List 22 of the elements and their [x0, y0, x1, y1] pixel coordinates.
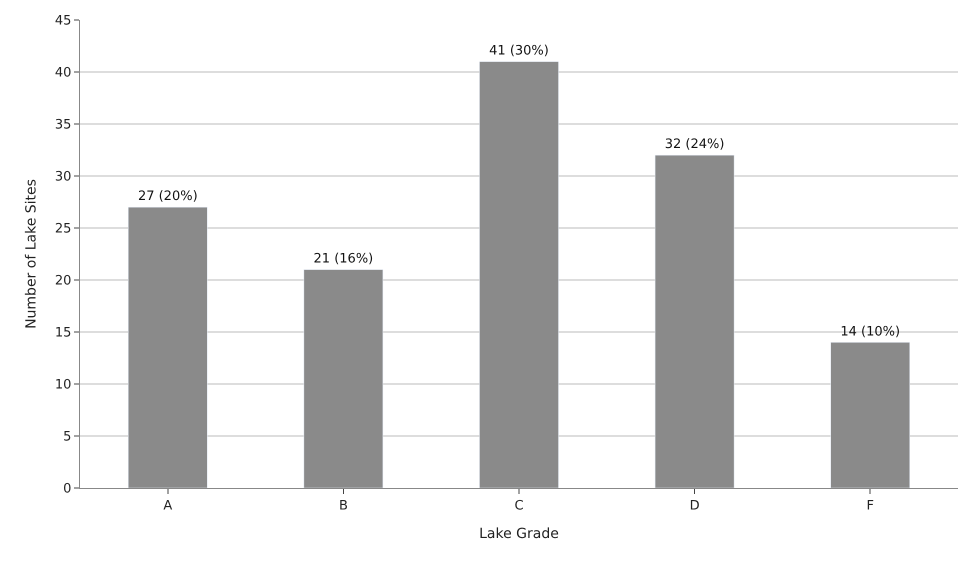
data-label: 14 (10%)	[840, 324, 900, 340]
y-tick-label: 40	[54, 66, 72, 81]
data-label: 41 (30%)	[489, 44, 549, 59]
y-tick-label: 0	[63, 482, 72, 497]
x-axis-title: Lake Grade	[479, 526, 559, 542]
y-tick-label: 30	[54, 170, 72, 185]
y-tick-label: 25	[54, 222, 72, 237]
y-tick-label: 15	[54, 326, 72, 341]
data-label: 32 (24%)	[664, 137, 724, 152]
x-tick-label: A	[163, 498, 172, 514]
x-tick-label: C	[514, 498, 524, 514]
x-tick-label: F	[866, 498, 874, 514]
y-tick-label: 10	[54, 378, 72, 393]
y-tick-label: 35	[54, 118, 72, 133]
x-tick-label: B	[338, 498, 348, 514]
y-tick-label: 45	[54, 14, 72, 29]
y-tick-label: 20	[54, 274, 72, 289]
x-tick-label: D	[690, 498, 700, 514]
y-axis-title: Number of Lake Sites	[23, 179, 40, 329]
data-label: 21 (16%)	[314, 252, 374, 267]
y-tick-label: 5	[63, 430, 72, 445]
data-label: 27 (20%)	[138, 189, 198, 204]
